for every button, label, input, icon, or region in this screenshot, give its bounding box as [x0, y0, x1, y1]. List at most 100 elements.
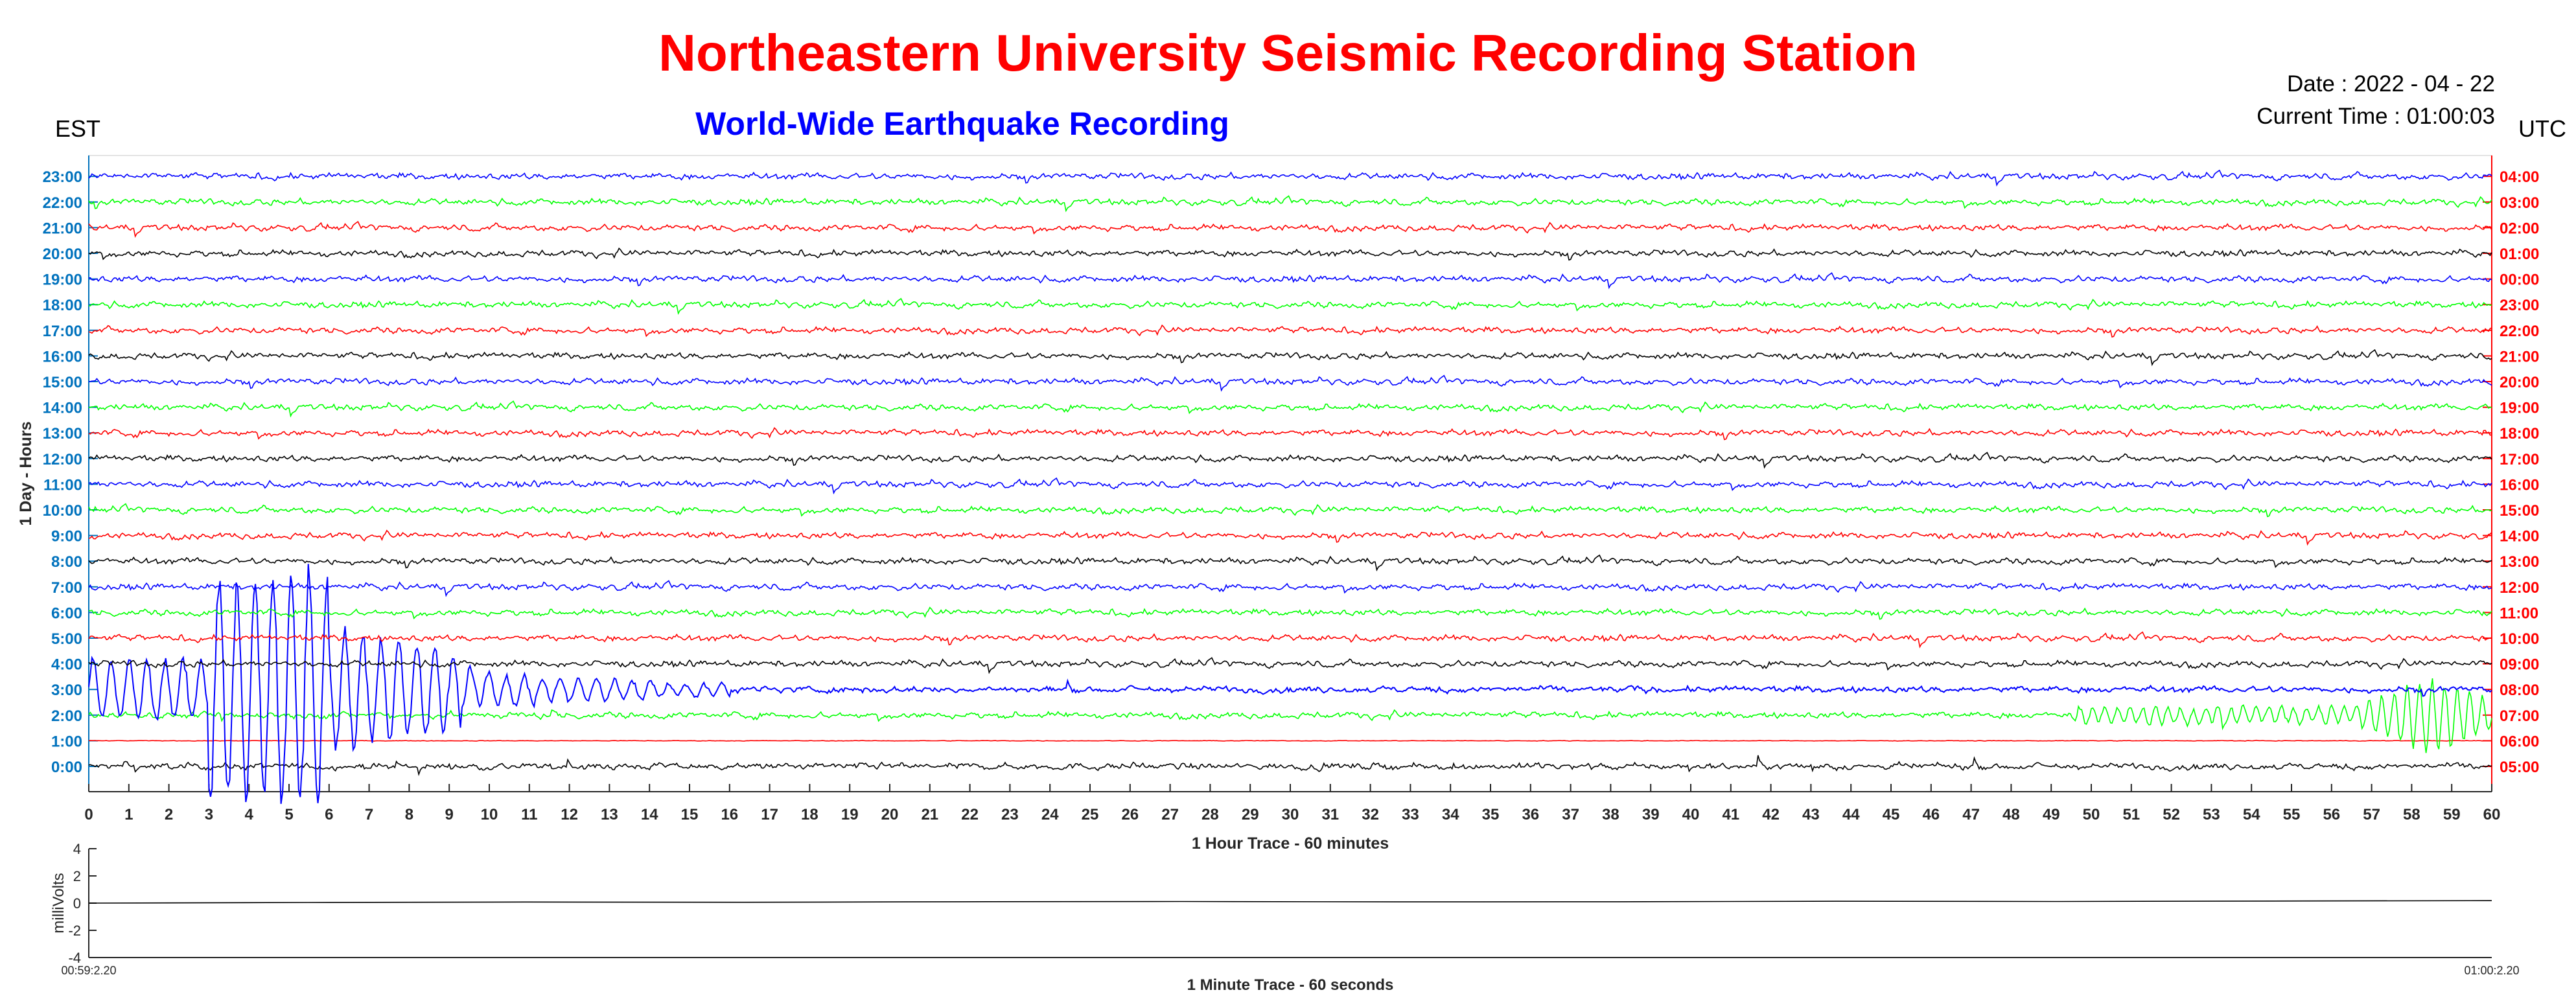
- x-tick-label: 49: [2043, 806, 2060, 823]
- right-tick-label: 05:00: [2500, 759, 2539, 776]
- mini-x-end-label: 01:00:2.20: [2464, 964, 2519, 977]
- right-tick-label: 23:00: [2500, 297, 2539, 314]
- x-tick-label: 18: [801, 806, 818, 823]
- left-tick-label: 11:00: [43, 476, 82, 494]
- right-tick-label: 18:00: [2500, 425, 2539, 442]
- mini-y-tick-label: 4: [73, 841, 81, 857]
- left-tick-label: 1:00: [51, 733, 82, 750]
- mini-y-tick-label: 2: [73, 868, 81, 884]
- x-tick-label: 27: [1161, 806, 1179, 823]
- x-tick-label: 57: [2363, 806, 2380, 823]
- mini-x-axis-label: 1 Minute Trace - 60 seconds: [1187, 976, 1394, 994]
- date-label: Date : 2022 - 04 - 22: [2286, 71, 2495, 97]
- x-tick-label: 41: [1722, 806, 1739, 823]
- est-label: EST: [55, 115, 101, 142]
- x-tick-label: 12: [561, 806, 578, 823]
- x-tick-label: 26: [1121, 806, 1139, 823]
- x-tick-label: 56: [2323, 806, 2340, 823]
- left-tick-label: 4:00: [51, 656, 82, 674]
- x-tick-label: 28: [1201, 806, 1219, 823]
- x-tick-label: 14: [641, 806, 658, 823]
- current-time-label: Current Time : 01:00:03: [2257, 104, 2495, 129]
- x-tick-label: 40: [1682, 806, 1700, 823]
- x-tick-label: 46: [1922, 806, 1940, 823]
- right-tick-label: 12:00: [2500, 579, 2539, 597]
- x-tick-label: 30: [1282, 806, 1299, 823]
- left-tick-label: 5:00: [51, 630, 82, 648]
- left-tick-label: 9:00: [51, 528, 82, 545]
- left-tick-label: 19:00: [43, 271, 82, 289]
- trace-row-3:00: [88, 564, 2492, 804]
- left-tick-label: 6:00: [51, 604, 82, 622]
- trace-row-18:00: [88, 297, 2492, 315]
- left-tick-label: 22:00: [43, 194, 82, 212]
- x-tick-label: 55: [2283, 806, 2301, 823]
- x-tick-label: 43: [1802, 806, 1820, 823]
- x-tick-label: 20: [881, 806, 899, 823]
- left-tick-label: 14:00: [43, 400, 82, 417]
- x-tick-label: 51: [2122, 806, 2140, 823]
- trace-row-2:00: [88, 678, 2492, 753]
- x-tick-label: 0: [84, 806, 93, 823]
- trace-row-8:00: [88, 554, 2492, 571]
- plot-frame: [88, 155, 2492, 792]
- x-tick-label: 60: [2483, 806, 2501, 823]
- left-tick-label: 7:00: [51, 579, 82, 597]
- left-tick-label: 0:00: [51, 759, 82, 776]
- right-tick-label: 19:00: [2500, 400, 2539, 417]
- utc-label: UTC: [2518, 115, 2566, 142]
- right-tick-label: 02:00: [2500, 220, 2539, 237]
- right-tick-label: 03:00: [2500, 194, 2539, 212]
- trace-row-17:00: [88, 324, 2492, 338]
- right-tick-label: 16:00: [2500, 476, 2539, 494]
- left-tick-label: 12:00: [43, 451, 82, 468]
- x-tick-label: 48: [2002, 806, 2020, 823]
- right-tick-label: 00:00: [2500, 271, 2539, 289]
- trace-row-11:00: [88, 477, 2492, 495]
- x-tick-label: 35: [1482, 806, 1500, 823]
- helicorder-axes: 0 1 2 3 4 5 6 7 8 9 10 11 12 13 14 15 16 17 18 19 20 21 22 23 24…: [17, 155, 2539, 853]
- x-tick-label: 38: [1602, 806, 1619, 823]
- x-tick-label: 42: [1762, 806, 1780, 823]
- x-tick-label: 45: [1883, 806, 1900, 823]
- x-tick-label: 44: [1842, 806, 1860, 823]
- x-tick-label: 5: [284, 806, 293, 823]
- trace-row-13:00: [88, 427, 2492, 441]
- left-tick-label: 10:00: [43, 502, 82, 520]
- right-tick-label: 14:00: [2500, 528, 2539, 545]
- x-tick-label: 24: [1041, 806, 1059, 823]
- x-tick-label: 50: [2083, 806, 2100, 823]
- x-tick-label: 19: [841, 806, 859, 823]
- right-tick-label: 13:00: [2500, 553, 2539, 571]
- x-tick-label: 23: [1001, 806, 1019, 823]
- x-tick-label: 8: [405, 806, 413, 823]
- x-tick-label: 47: [1962, 806, 1980, 823]
- x-tick-label: 54: [2243, 806, 2260, 823]
- right-tick-label: 11:00: [2500, 604, 2538, 622]
- x-tick-label: 9: [445, 806, 454, 823]
- right-tick-label: 17:00: [2500, 451, 2539, 468]
- minute-trace-axes: -4 -2 0 2 4 milliVolts 00:59:2.20 01:00:2.20 1 M…: [50, 841, 2520, 994]
- trace-row-15:00: [88, 374, 2492, 392]
- x-tick-label: 2: [165, 806, 173, 823]
- trace-row-0:00: [88, 755, 2492, 777]
- x-tick-label: 10: [481, 806, 498, 823]
- right-tick-label: 15:00: [2500, 502, 2539, 520]
- right-tick-label: 07:00: [2500, 707, 2539, 725]
- left-tick-label: 21:00: [43, 220, 82, 237]
- x-tick-label: 36: [1522, 806, 1539, 823]
- mini-x-start-label: 00:59:2.20: [61, 964, 116, 977]
- x-tick-label: 4: [245, 806, 254, 823]
- x-axis-label: 1 Hour Trace - 60 minutes: [1192, 834, 1389, 853]
- trace-row-14:00: [88, 400, 2492, 418]
- mini-y-tick-label: -4: [68, 950, 81, 966]
- left-tick-label: 18:00: [43, 297, 82, 314]
- x-tick-label: 16: [721, 806, 738, 823]
- x-tick-label: 29: [1242, 806, 1259, 823]
- trace-row-16:00: [88, 349, 2492, 367]
- left-tick-label: 16:00: [43, 348, 82, 365]
- left-tick-label: 17:00: [43, 323, 82, 340]
- right-tick-label: 09:00: [2500, 656, 2539, 674]
- trace-row-23:00: [88, 169, 2492, 187]
- x-tick-label: 17: [761, 806, 778, 823]
